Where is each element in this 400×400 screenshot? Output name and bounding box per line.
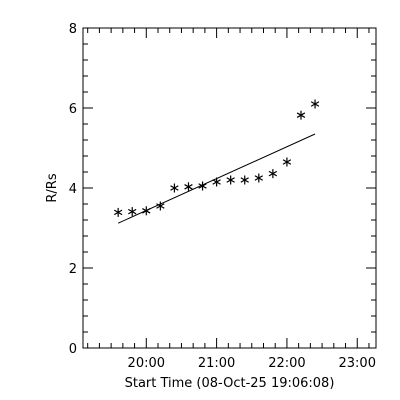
- y-tick-label: 0: [69, 342, 77, 357]
- x-tick-label: 22:00: [268, 356, 305, 371]
- axis-ticks: [83, 27, 376, 349]
- data-point: [226, 175, 235, 185]
- data-point: [282, 157, 292, 167]
- x-tick-label: 21:00: [198, 356, 235, 371]
- data-point: [296, 110, 306, 120]
- tick-labels: 0 2 4 6 8 20:00 21:00 22:00 23:00: [69, 22, 376, 371]
- data-point: [156, 201, 165, 211]
- y-tick-label: 2: [69, 262, 77, 277]
- data-point: [142, 206, 151, 216]
- data-point: [113, 207, 123, 217]
- data-point: [184, 182, 193, 192]
- data-points: [113, 99, 320, 217]
- plot-frame: [82, 27, 377, 349]
- y-axis-label: R/Rs: [45, 173, 60, 202]
- data-point: [254, 173, 263, 183]
- data-point: [310, 99, 320, 109]
- data-point: [240, 175, 249, 185]
- y-tick-label: 6: [69, 102, 77, 117]
- data-point: [212, 177, 221, 187]
- x-tick-label: 20:00: [128, 356, 165, 371]
- y-tick-label: 4: [69, 182, 77, 197]
- data-point: [170, 183, 179, 193]
- data-point: [128, 207, 137, 217]
- data-point: [268, 169, 278, 179]
- y-tick-label: 8: [69, 22, 77, 37]
- x-tick-label: 23:00: [339, 356, 376, 371]
- x-axis-label: Start Time (08-Oct-25 19:06:08): [125, 376, 335, 391]
- data-point: [198, 181, 207, 191]
